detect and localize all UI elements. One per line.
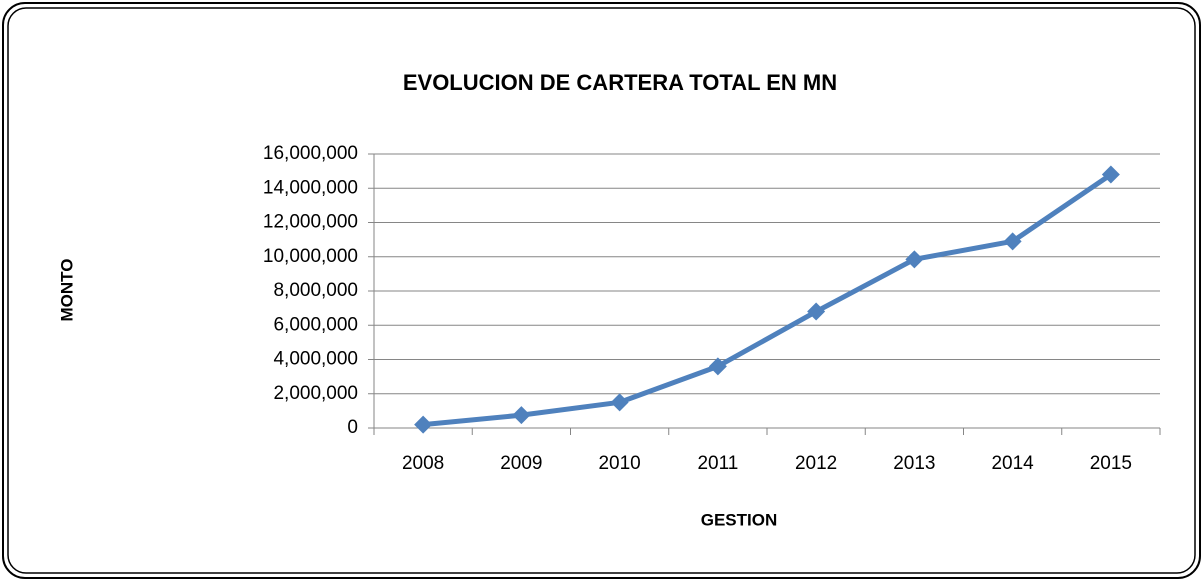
x-tick-label: 2011 bbox=[697, 453, 738, 474]
x-tick-label: 2015 bbox=[1090, 453, 1132, 474]
y-tick-label: 6,000,000 bbox=[273, 314, 358, 335]
x-tick-label: 2010 bbox=[598, 453, 640, 474]
x-tick-label: 2008 bbox=[402, 453, 444, 474]
marker bbox=[512, 406, 531, 425]
marker bbox=[1101, 165, 1120, 184]
y-tick-label: 10,000,000 bbox=[263, 246, 358, 267]
y-tick-label: 12,000,000 bbox=[263, 212, 358, 233]
y-tick-label: 8,000,000 bbox=[273, 280, 358, 301]
y-tick-label: 0 bbox=[347, 417, 358, 438]
x-tick-label: 2009 bbox=[500, 453, 542, 474]
y-tick-label: 2,000,000 bbox=[273, 383, 358, 404]
frame-inner bbox=[7, 7, 1196, 574]
line bbox=[422, 172, 1113, 428]
marker bbox=[414, 415, 433, 434]
marker bbox=[708, 357, 727, 376]
y-tick-label: 16,000,000 bbox=[263, 143, 358, 164]
y-tick-label: 4,000,000 bbox=[273, 349, 358, 370]
x-tick-label: 2012 bbox=[795, 453, 837, 474]
x-axis-label: GESTION bbox=[701, 510, 778, 529]
marker bbox=[1003, 232, 1022, 251]
chart-title: EVOLUCION DE CARTERA TOTAL EN MN bbox=[403, 70, 837, 95]
marker bbox=[905, 250, 924, 269]
y-tick-label: 14,000,000 bbox=[263, 177, 358, 198]
x-tick-label: 2014 bbox=[991, 453, 1034, 474]
y-axis-label: MONTO bbox=[57, 259, 76, 322]
x-tick-label: 2013 bbox=[893, 453, 935, 474]
marker bbox=[610, 393, 629, 412]
marker bbox=[807, 302, 826, 321]
